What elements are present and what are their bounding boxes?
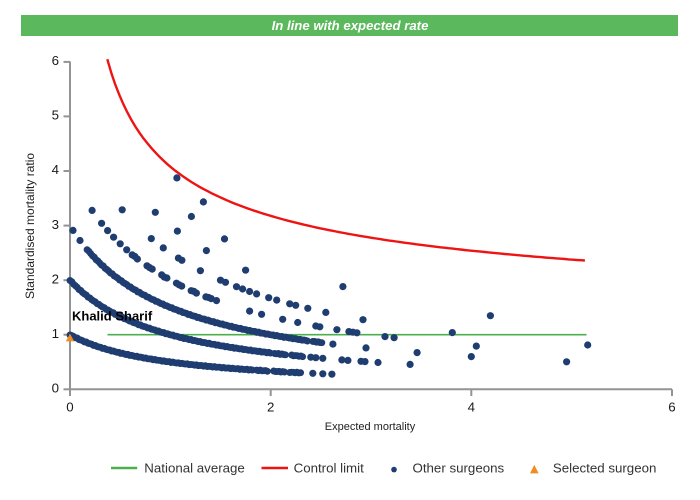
svg-text:Selected surgeon: Selected surgeon (553, 461, 657, 476)
svg-text:0: 0 (52, 381, 59, 396)
svg-text:Control limit: Control limit (294, 461, 364, 476)
svg-text:0: 0 (66, 400, 73, 415)
svg-text:4: 4 (468, 400, 475, 415)
svg-text:3: 3 (52, 217, 59, 232)
svg-text:Other surgeons: Other surgeons (413, 461, 505, 476)
svg-text:2: 2 (267, 400, 274, 415)
svg-text:Standardised mortality ratio: Standardised mortality ratio (23, 153, 37, 299)
svg-text:Expected mortality: Expected mortality (325, 421, 416, 433)
svg-text:National average: National average (144, 461, 245, 476)
svg-text:Khalid Sharif: Khalid Sharif (72, 309, 153, 324)
svg-text:5: 5 (52, 108, 59, 123)
svg-text:6: 6 (52, 53, 59, 68)
svg-text:2: 2 (52, 271, 59, 286)
svg-text:In line with expected rate: In line with expected rate (272, 18, 429, 33)
svg-text:1: 1 (52, 326, 59, 341)
svg-text:4: 4 (52, 162, 59, 177)
svg-text:6: 6 (668, 400, 675, 415)
